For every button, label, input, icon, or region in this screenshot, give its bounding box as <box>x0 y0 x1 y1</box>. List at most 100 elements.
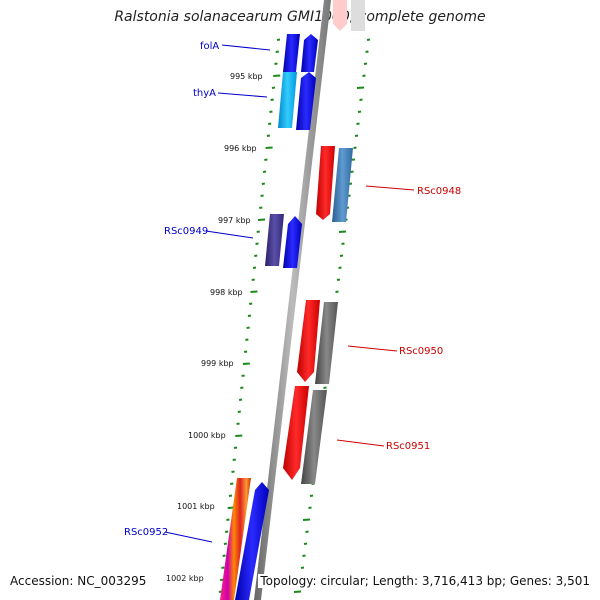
gene-label-RSc0948[interactable]: RSc0948 <box>417 186 461 197</box>
tick-mark <box>335 290 339 293</box>
tick-mark <box>242 362 250 365</box>
tick-mark <box>226 518 230 521</box>
tick-mark <box>302 518 311 521</box>
tick-mark <box>259 206 263 209</box>
tick-mark <box>235 434 243 437</box>
gene-label-RSc0950[interactable]: RSc0950 <box>399 346 443 357</box>
tick-mark <box>249 302 253 305</box>
tick-mark <box>363 62 368 65</box>
kbp-scale: 995 kbp 996 kbp 997 kbp 998 kbp 999 kbp … <box>166 72 263 583</box>
tick-mark <box>274 62 278 65</box>
tick-mark <box>262 170 267 173</box>
tick-mark <box>270 98 274 101</box>
tick-mark <box>302 554 306 557</box>
gene-RSc0948[interactable] <box>332 148 353 222</box>
gene-RSc0951-red[interactable] <box>283 386 309 480</box>
kbp-label: 998 kbp <box>210 288 243 297</box>
tick-mark <box>238 398 243 401</box>
tick-mark <box>356 122 360 125</box>
tick-mark <box>303 542 308 545</box>
accession-text: Accession: NC_003295 <box>8 574 149 588</box>
tick-mark <box>240 386 244 389</box>
tick-mark <box>359 98 363 101</box>
tick-mark <box>336 278 341 281</box>
tick-mark <box>350 170 354 173</box>
tick-mark <box>254 254 258 257</box>
tick-mark <box>309 494 314 497</box>
leader-lines <box>164 44 415 543</box>
gene-folA-arrow[interactable] <box>301 34 318 72</box>
tick-mark <box>256 230 260 233</box>
tick-mark <box>357 110 362 113</box>
tick-mark <box>250 290 258 293</box>
kbp-label: 1000 kbp <box>188 431 226 440</box>
tick-mark <box>339 254 344 257</box>
tick-track-left <box>218 38 281 593</box>
tick-mark <box>245 338 249 341</box>
gene-thyA-arrow[interactable] <box>296 72 316 130</box>
kbp-label: 1002 kbp <box>166 574 204 583</box>
tick-mark <box>252 266 257 269</box>
gene-label-RSc0949[interactable]: RSc0949 <box>164 226 208 237</box>
tick-mark <box>237 410 241 413</box>
tick-mark <box>323 386 327 389</box>
map-title: Ralstonia solanacearum GMI1000, complete… <box>114 9 486 25</box>
tick-mark <box>236 422 240 425</box>
topology-summary: Topology: circular; Length: 3,716,413 bp… <box>258 574 592 588</box>
tick-mark <box>224 530 229 533</box>
tick-mark <box>366 38 371 41</box>
gene-folA[interactable] <box>283 34 300 72</box>
gene-RSc0951[interactable] <box>301 390 327 484</box>
genome-backbone <box>254 0 331 600</box>
tick-mark <box>354 134 359 137</box>
tick-mark <box>241 374 245 377</box>
tick-mark <box>338 230 347 233</box>
tick-mark <box>269 110 273 113</box>
tick-mark <box>273 74 281 77</box>
kbp-label: 1001 kbp <box>177 502 215 511</box>
tick-mark <box>338 266 342 269</box>
gene-RSc0949[interactable] <box>265 214 284 266</box>
tick-mark <box>365 50 369 53</box>
tick-mark <box>255 242 259 245</box>
gene-RSc0948-red[interactable] <box>316 146 335 220</box>
gene-RSc0952[interactable] <box>220 478 251 600</box>
gene-label-RSc0952[interactable]: RSc0952 <box>124 527 168 538</box>
tick-mark <box>267 122 272 125</box>
tick-mark <box>251 278 255 281</box>
gene-RSc0950-red[interactable] <box>297 300 320 382</box>
gene-RSc0952-arrow[interactable] <box>235 482 269 600</box>
tick-mark <box>353 146 357 149</box>
tick-mark <box>247 314 252 317</box>
tick-mark <box>308 506 312 509</box>
tick-mark <box>276 38 281 41</box>
kbp-label: 995 kbp <box>230 72 263 81</box>
tick-mark <box>230 482 234 485</box>
tick-mark <box>231 470 235 473</box>
kbp-label: 999 kbp <box>201 359 234 368</box>
gene-label-thyA[interactable]: thyA <box>193 88 216 99</box>
tick-mark <box>223 542 228 545</box>
tick-mark <box>246 326 250 329</box>
tick-mark <box>265 146 273 149</box>
gene-label-RSc0951[interactable]: RSc0951 <box>386 441 430 452</box>
tick-mark <box>221 566 225 569</box>
gene-thyA[interactable] <box>278 72 297 128</box>
gene-RSc0950[interactable] <box>315 302 338 384</box>
tick-mark <box>264 158 268 161</box>
partial-gene-top <box>333 0 365 31</box>
tick-mark <box>271 86 276 89</box>
tick-mark <box>257 218 266 221</box>
tick-mark <box>300 566 305 569</box>
gene-RSc0949-arrow[interactable] <box>283 216 302 268</box>
tick-mark <box>362 74 366 77</box>
tick-mark <box>356 86 365 89</box>
gene-labels: folA thyA RSc0949 RSc0952 RSc0948 RSc095… <box>124 41 461 538</box>
gene-label-folA[interactable]: folA <box>200 41 219 52</box>
tick-mark <box>266 134 271 137</box>
tick-mark <box>233 446 238 449</box>
kbp-label: 996 kbp <box>224 144 257 153</box>
tick-mark <box>260 194 264 197</box>
tick-mark <box>261 182 265 185</box>
